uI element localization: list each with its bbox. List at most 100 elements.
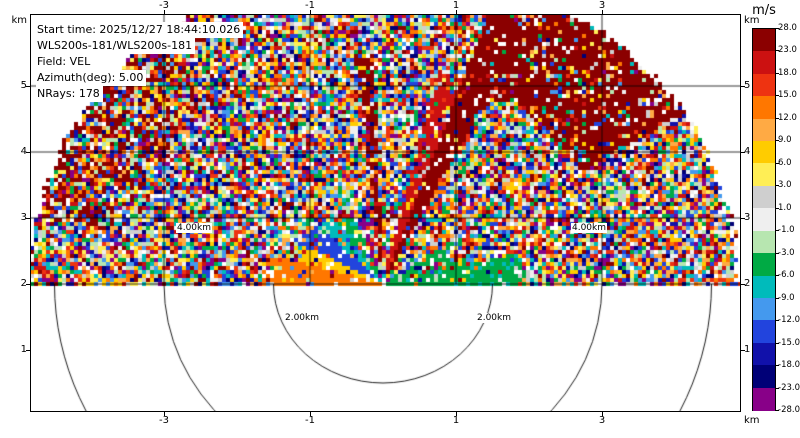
colorbar-tick [776,387,779,389]
x-tick-label-top: -3 [159,0,169,11]
colorbar-tick-label: -3.0 [778,247,795,258]
colorbar-segment [753,185,775,210]
colorbar-tick [776,28,779,29]
colorbar-tick [776,320,779,322]
axis-tick [602,412,603,416]
colorbar-tick [776,162,779,164]
axis-tick [741,218,745,219]
y-tick-label-left: 5 [20,80,27,91]
colorbar-tick-label: -18.0 [778,360,800,371]
range-ring-label: 4.00km [175,223,213,233]
colorbar-tick [776,117,779,119]
colorbar-tick [776,365,779,367]
colorbar-segment [753,230,775,254]
scan-info-panel: Start time: 2025/12/27 18:44:10.026 WLS2… [36,22,244,102]
axis-tick [741,284,745,285]
range-ring-label: 4.00km [570,223,608,233]
axis-tick [26,218,30,219]
colorbar-tick [776,410,779,411]
y-tick-label-right: 2 [744,278,751,289]
axis-tick [456,412,457,416]
axis-tick [26,284,30,285]
start-time-label: Start time: 2025/12/27 18:44:10.026 [36,22,244,38]
axis-tick [310,412,311,416]
x-tick-label-top: -1 [305,0,315,11]
colorbar-tick [776,252,779,254]
axis-tick [164,10,165,14]
colorbar-tick-label: -23.0 [778,382,800,393]
colorbar-tick-label: -28.0 [778,405,800,415]
colorbar-segment [753,96,775,120]
y-tick-label-left: 1 [20,344,27,355]
colorbar-tick-label: -9.0 [778,292,795,303]
axis-tick [741,152,745,153]
colorbar-segment [753,141,775,165]
colorbar-tick-label: -15.0 [778,337,800,348]
colorbar-tick-label: -12.0 [778,315,800,326]
colorbar-tick-label: 15.0 [778,90,797,101]
range-ring-label: 2.00km [283,313,321,323]
colorbar-tick [776,230,779,232]
colorbar-tick-label: 23.0 [778,45,797,56]
colorbar-tick [776,50,779,52]
colorbar-tick-label: 9.0 [778,135,792,146]
colorbar-tick-label: 28.0 [778,23,797,33]
colorbar-segment [753,297,775,322]
axis-tick [26,152,30,153]
colorbar [752,28,776,411]
colorbar-tick-label: -6.0 [778,270,795,281]
colorbar-tick [776,275,779,277]
axis-tick [741,86,745,87]
colorbar-title: m/s [752,3,776,18]
y-tick-label-right: 4 [744,146,751,157]
colorbar-tick-label: -1.0 [778,225,795,236]
colorbar-tick [776,185,779,187]
axis-tick [602,10,603,14]
colorbar-segment [753,51,775,75]
axis-tick [310,10,311,14]
colorbar-tick-label: 18.0 [778,67,797,78]
nrays-label: NRays: 178 [36,86,103,102]
colorbar-tick [776,72,779,74]
colorbar-tick-label: 3.0 [778,180,792,191]
x-tick-label-bottom: 1 [452,415,460,426]
colorbar-segment [753,118,775,142]
colorbar-tick-label: 12.0 [778,112,797,123]
axis-unit-label: km [744,15,760,26]
axis-unit-label: km [744,415,760,426]
y-tick-label-right: 3 [744,212,751,223]
colorbar-segment [753,29,775,53]
y-tick-label-right: 5 [744,80,751,91]
axis-tick [164,412,165,416]
colorbar-tick-label: 6.0 [778,157,792,168]
colorbar-segment [753,275,775,299]
colorbar-segment [753,365,775,389]
axis-tick [26,86,30,87]
colorbar-segment [753,387,775,411]
x-tick-label-bottom: -3 [159,415,169,426]
x-tick-label-top: 3 [598,0,606,11]
colorbar-segment [753,208,775,232]
colorbar-segment [753,320,775,344]
x-tick-label-bottom: -1 [305,415,315,426]
colorbar-segment [753,163,775,187]
axis-tick [456,10,457,14]
y-tick-label-left: 2 [20,278,27,289]
axis-tick [26,350,30,351]
colorbar-segment [753,342,775,366]
colorbar-tick [776,95,779,97]
field-label: Field: VEL [36,54,94,70]
y-tick-label-left: 3 [20,212,27,223]
colorbar-tick [776,342,779,344]
scan-canvas [30,14,741,412]
azimuth-label: Azimuth(deg): 5.00 [36,70,147,86]
axis-tick [741,350,745,351]
range-ring-label: 2.00km [475,313,513,323]
y-tick-label-right: 1 [744,344,751,355]
colorbar-segment [753,253,775,277]
x-tick-label-bottom: 3 [598,415,606,426]
axis-unit-label: km [11,15,27,26]
colorbar-tick [776,140,779,142]
instrument-label: WLS200s-181/WLS200s-181 [36,38,196,54]
